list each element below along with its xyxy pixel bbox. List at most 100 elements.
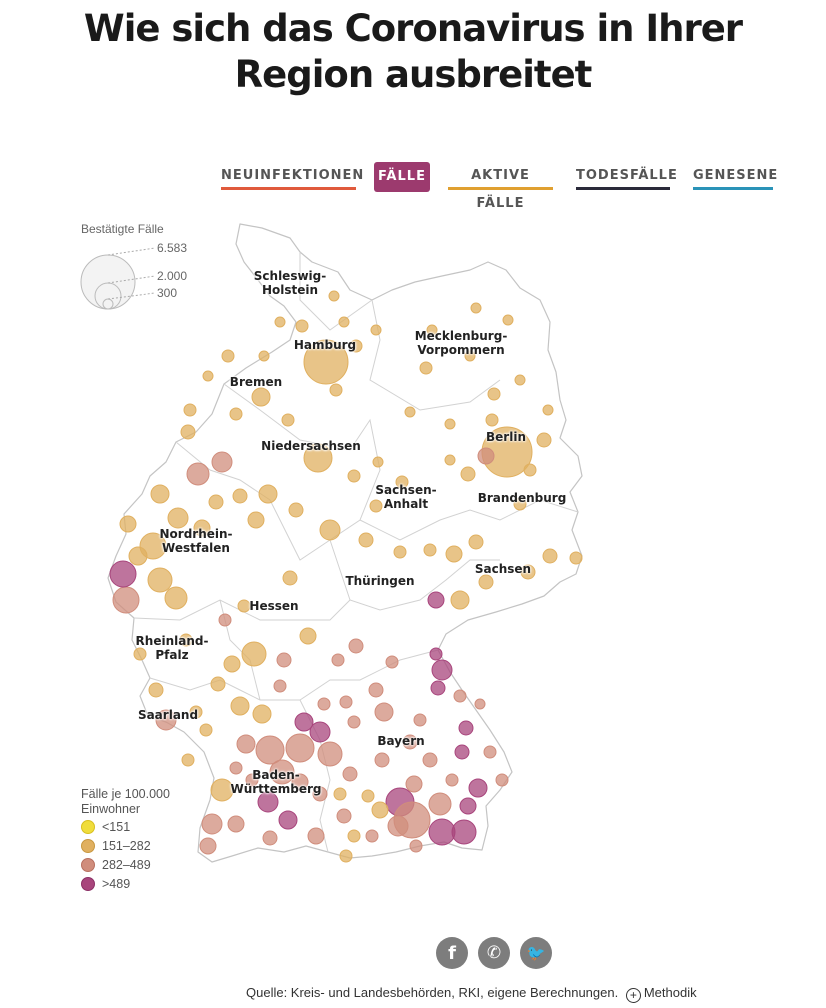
case-bubble[interactable] bbox=[294, 712, 314, 732]
case-bubble[interactable] bbox=[193, 519, 211, 537]
case-bubble[interactable] bbox=[339, 849, 353, 863]
case-bubble[interactable] bbox=[428, 818, 456, 846]
case-bubble[interactable] bbox=[247, 511, 265, 529]
case-bubble[interactable] bbox=[358, 532, 374, 548]
case-bubble[interactable] bbox=[483, 745, 497, 759]
case-bubble[interactable] bbox=[365, 829, 379, 843]
case-bubble[interactable] bbox=[460, 466, 476, 482]
case-bubble[interactable] bbox=[150, 484, 170, 504]
whatsapp-share-button[interactable]: ✆ bbox=[478, 937, 510, 969]
case-bubble[interactable] bbox=[342, 766, 358, 782]
case-bubble[interactable] bbox=[374, 752, 390, 768]
case-bubble[interactable] bbox=[339, 695, 353, 709]
case-bubble[interactable] bbox=[128, 546, 148, 566]
case-bubble[interactable] bbox=[349, 339, 363, 353]
case-bubble[interactable] bbox=[370, 324, 382, 336]
case-bubble[interactable] bbox=[444, 418, 456, 430]
case-bubble[interactable] bbox=[402, 734, 418, 750]
case-bubble[interactable] bbox=[307, 827, 325, 845]
case-bubble[interactable] bbox=[282, 570, 298, 586]
case-bubble[interactable] bbox=[450, 590, 470, 610]
case-bubble[interactable] bbox=[241, 641, 267, 667]
case-bubble[interactable] bbox=[423, 543, 437, 557]
case-bubble[interactable] bbox=[183, 403, 197, 417]
case-bubble[interactable] bbox=[470, 302, 482, 314]
case-bubble[interactable] bbox=[229, 761, 243, 775]
case-bubble[interactable] bbox=[309, 721, 331, 743]
case-bubble[interactable] bbox=[274, 316, 286, 328]
case-bubble[interactable] bbox=[523, 463, 537, 477]
case-bubble[interactable] bbox=[485, 413, 499, 427]
case-bubble[interactable] bbox=[329, 383, 343, 397]
case-bubble[interactable] bbox=[458, 720, 474, 736]
tab-neuinfektionen[interactable]: NEUINFEKTIONEN bbox=[221, 162, 363, 192]
case-bubble[interactable] bbox=[312, 786, 328, 802]
case-bubble[interactable] bbox=[303, 443, 333, 473]
case-bubble[interactable] bbox=[251, 387, 271, 407]
case-bubble[interactable] bbox=[299, 627, 317, 645]
case-bubble[interactable] bbox=[273, 679, 287, 693]
case-bubble[interactable] bbox=[245, 773, 259, 787]
case-bubble[interactable] bbox=[426, 324, 438, 336]
case-bubble[interactable] bbox=[148, 682, 164, 698]
case-bubble[interactable] bbox=[430, 680, 446, 696]
methodik-link[interactable]: + Methodik bbox=[622, 985, 697, 1003]
case-bubble[interactable] bbox=[445, 545, 463, 563]
case-bubble[interactable] bbox=[257, 791, 279, 813]
case-bubble[interactable] bbox=[422, 752, 438, 768]
case-bubble[interactable] bbox=[255, 735, 285, 765]
case-bubble[interactable] bbox=[288, 502, 304, 518]
case-bubble[interactable] bbox=[429, 647, 443, 661]
case-bubble[interactable] bbox=[368, 682, 384, 698]
case-bubble[interactable] bbox=[445, 773, 459, 787]
case-bubble[interactable] bbox=[262, 830, 278, 846]
tab-aktive-faelle[interactable]: AKTIVE FÄLLE bbox=[448, 162, 553, 211]
case-bubble[interactable] bbox=[478, 574, 494, 590]
case-bubble[interactable] bbox=[333, 787, 347, 801]
case-bubble[interactable] bbox=[269, 759, 295, 785]
case-bubble[interactable] bbox=[468, 778, 488, 798]
case-bubble[interactable] bbox=[229, 407, 243, 421]
case-bubble[interactable] bbox=[347, 715, 361, 729]
case-bubble[interactable] bbox=[409, 839, 423, 853]
tab-faelle[interactable]: FÄLLE bbox=[374, 162, 430, 192]
case-bubble[interactable] bbox=[419, 361, 433, 375]
case-bubble[interactable] bbox=[227, 815, 245, 833]
case-bubble[interactable] bbox=[361, 789, 375, 803]
case-bubble[interactable] bbox=[201, 813, 223, 835]
case-bubble[interactable] bbox=[237, 599, 251, 613]
case-bubble[interactable] bbox=[210, 676, 226, 692]
case-bubble[interactable] bbox=[295, 319, 309, 333]
case-bubble[interactable] bbox=[236, 734, 256, 754]
case-bubble[interactable] bbox=[513, 497, 527, 511]
case-bubble[interactable] bbox=[202, 370, 214, 382]
case-bubble[interactable] bbox=[387, 815, 409, 837]
case-bubble[interactable] bbox=[223, 655, 241, 673]
case-bubble[interactable] bbox=[208, 494, 224, 510]
case-bubble[interactable] bbox=[369, 499, 383, 513]
case-bubble[interactable] bbox=[468, 534, 484, 550]
case-bubble[interactable] bbox=[338, 316, 350, 328]
case-bubble[interactable] bbox=[477, 447, 495, 465]
case-bubble[interactable] bbox=[285, 733, 315, 763]
case-bubble[interactable] bbox=[119, 515, 137, 533]
case-bubble[interactable] bbox=[167, 507, 189, 529]
case-bubble[interactable] bbox=[371, 801, 389, 819]
case-bubble[interactable] bbox=[444, 454, 456, 466]
tab-todesfaelle[interactable]: TODESFÄLLE bbox=[576, 162, 677, 192]
case-bubble[interactable] bbox=[317, 741, 343, 767]
case-bubble[interactable] bbox=[109, 560, 137, 588]
case-bubble[interactable] bbox=[542, 548, 558, 564]
case-bubble[interactable] bbox=[405, 775, 423, 793]
case-bubble[interactable] bbox=[258, 484, 278, 504]
case-bubble[interactable] bbox=[147, 567, 173, 593]
case-bubble[interactable] bbox=[179, 633, 193, 647]
case-bubble[interactable] bbox=[319, 519, 341, 541]
case-bubble[interactable] bbox=[404, 406, 416, 418]
case-bubble[interactable] bbox=[164, 586, 188, 610]
case-bubble[interactable] bbox=[347, 469, 361, 483]
case-bubble[interactable] bbox=[453, 689, 467, 703]
case-bubble[interactable] bbox=[155, 709, 177, 731]
case-bubble[interactable] bbox=[464, 350, 476, 362]
case-bubble[interactable] bbox=[278, 810, 298, 830]
